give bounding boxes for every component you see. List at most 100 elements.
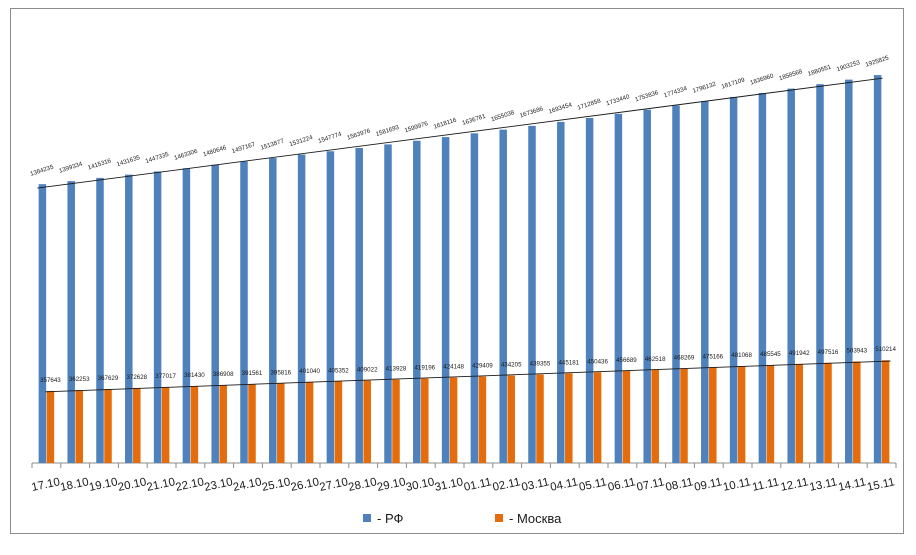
x-tick-label-11.11: 11.11: [751, 476, 780, 493]
data-label-rf-18.10: 1399334: [58, 160, 84, 174]
x-tick-label-02.11: 02.11: [492, 476, 522, 494]
bar-moscow-19.10: [104, 388, 112, 463]
data-label-rf-05.11: 1712858: [577, 97, 603, 111]
bar-moscow-09.11: [709, 367, 717, 463]
x-tick-label-14.11: 14.11: [837, 476, 867, 494]
bar-rf-20.10: [125, 174, 133, 463]
legend-label-rf: - РФ: [377, 510, 404, 526]
x-tick-label-06.11: 06.11: [607, 476, 637, 494]
bar-moscow-17.10: [46, 390, 55, 463]
bar-moscow-06.11: [622, 371, 631, 463]
data-label-moscow-11.11: 485545: [760, 351, 781, 358]
data-label-rf-06.11: 1733440: [605, 93, 631, 107]
x-tick-label-10.11: 10.11: [722, 476, 752, 494]
bar-rf-01.11: [470, 133, 479, 463]
bar-rf-09.11: [701, 101, 709, 463]
bar-moscow-29.10: [392, 379, 400, 463]
data-label-rf-08.11: 1774334: [663, 85, 689, 99]
data-label-moscow-12.11: 491942: [789, 350, 810, 357]
bar-moscow-02.11: [507, 375, 515, 463]
data-label-rf-15.11: 1925825: [865, 54, 891, 68]
bar-rf-31.10: [441, 137, 450, 464]
x-tick-label-24.10: 24.10: [232, 476, 263, 494]
data-label-moscow-07.11: 462518: [645, 356, 666, 363]
bar-moscow-15.11: [881, 360, 890, 463]
x-tick-label-23.10: 23.10: [203, 476, 234, 494]
bar-rf-07.11: [643, 109, 651, 463]
legend-item-rf: - РФ: [363, 510, 403, 526]
data-label-moscow-03.11: 439355: [530, 361, 551, 368]
bar-moscow-13.11: [824, 362, 832, 463]
bar-moscow-28.10: [363, 380, 371, 463]
x-tick-label-22.10: 22.10: [174, 476, 205, 494]
bar-rf-21.10: [153, 171, 162, 463]
data-label-moscow-28.10: 409022: [357, 367, 378, 374]
x-tick-label-13.11: 13.11: [808, 476, 838, 494]
data-label-rf-13.11: 1880551: [807, 64, 833, 78]
data-label-moscow-22.10: 381430: [184, 372, 205, 379]
bar-rf-24.10: [240, 161, 248, 463]
data-label-rf-24.10: 1497167: [231, 141, 257, 155]
bar-rf-29.10: [384, 144, 392, 463]
bar-moscow-20.10: [133, 387, 141, 463]
data-label-moscow-20.10: 372628: [126, 374, 147, 381]
x-tick-label-21.10: 21.10: [146, 476, 177, 494]
data-label-moscow-08.11: 468269: [674, 355, 695, 362]
legend-swatch-rf: [363, 514, 371, 522]
data-label-moscow-29.10: 413928: [386, 366, 407, 373]
bar-moscow-26.10: [305, 382, 314, 463]
x-tick-label-26.10: 26.10: [290, 476, 321, 494]
bar-rf-18.10: [67, 181, 75, 463]
data-label-moscow-18.10: 362253: [69, 376, 90, 383]
bar-rf-11.11: [758, 92, 767, 464]
bar-moscow-27.10: [334, 381, 343, 463]
bar-rf-08.11: [672, 105, 680, 463]
data-label-rf-01.11: 1636781: [461, 113, 487, 127]
bar-rf-14.11: [845, 79, 853, 464]
data-label-rf-12.11: 1858568: [778, 68, 804, 82]
data-label-moscow-14.11: 503943: [846, 347, 867, 354]
data-label-rf-09.11: 1796132: [692, 81, 718, 95]
data-label-rf-20.10: 1431635: [116, 154, 142, 168]
x-tick-label-17.10: 17.10: [30, 476, 61, 494]
bar-rf-12.11: [787, 88, 795, 464]
x-tick-label-31.10: 31.10: [434, 476, 465, 494]
bar-rf-17.10: [38, 184, 47, 463]
bar-moscow-30.10: [421, 378, 429, 463]
data-label-rf-11.11: 1836960: [749, 72, 775, 86]
data-label-moscow-23.10: 386908: [213, 371, 234, 378]
data-label-moscow-09.11: 475166: [702, 353, 723, 360]
data-label-rf-28.10: 1563976: [346, 127, 372, 141]
data-label-rf-31.10: 1618116: [433, 116, 458, 130]
bar-rf-13.11: [816, 84, 824, 463]
data-label-rf-17.10: 1384235: [29, 164, 55, 178]
bar-rf-22.10: [182, 168, 191, 464]
data-label-rf-19.10: 1415316: [87, 157, 113, 171]
data-label-rf-23.10: 1480646: [202, 144, 228, 158]
data-label-moscow-05.11: 450436: [587, 358, 608, 365]
bar-rf-04.11: [557, 121, 565, 463]
data-label-rf-21.10: 1447335: [145, 151, 171, 165]
data-label-moscow-19.10: 367629: [98, 375, 119, 382]
bar-rf-30.10: [413, 140, 421, 463]
x-tick-label-08.11: 08.11: [664, 476, 694, 494]
bar-moscow-08.11: [680, 368, 688, 463]
data-label-moscow-24.10: 391561: [242, 370, 263, 377]
data-label-rf-25.10: 1513877: [260, 137, 286, 151]
bar-moscow-21.10: [161, 387, 170, 463]
data-label-moscow-13.11: 497516: [818, 349, 839, 356]
data-label-rf-04.11: 1693454: [548, 101, 574, 115]
x-tick-label-20.10: 20.10: [117, 476, 148, 494]
bar-rf-03.11: [528, 125, 536, 463]
bar-rf-10.11: [729, 96, 738, 463]
data-label-moscow-06.11: 456689: [616, 357, 637, 364]
data-label-rf-30.10: 1599976: [404, 120, 430, 134]
data-label-moscow-15.11: 510214: [875, 346, 896, 353]
data-label-rf-27.10: 1547774: [317, 131, 343, 145]
x-tick-label-07.11: 07.11: [636, 476, 666, 494]
bar-moscow-05.11: [593, 372, 602, 463]
x-tick-label-18.10: 18.10: [59, 476, 90, 494]
legend-label-moscow: - Москва: [509, 510, 562, 526]
data-label-moscow-25.10: 395816: [270, 369, 291, 376]
x-tick-label-25.10: 25.10: [261, 476, 292, 494]
